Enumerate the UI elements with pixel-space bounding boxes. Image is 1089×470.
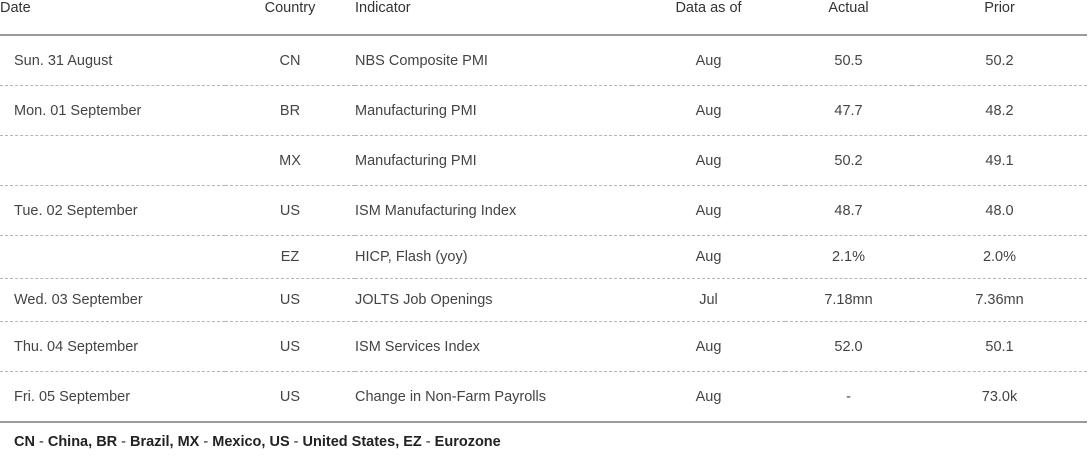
cell-prior: 48.2 — [985, 102, 1014, 119]
cell-data-as-of: Aug — [695, 202, 722, 219]
legend-code: EZ — [403, 434, 422, 450]
table-row: Tue. 02 September US ISM Manufacturing Ind… — [0, 186, 1087, 236]
cell-actual: 52.0 — [834, 338, 863, 355]
country-legend-footnote: CN - China, BR - Brazil, MX - Mexico, US… — [14, 434, 501, 450]
cell-prior: 7.36mn — [975, 292, 1024, 308]
cell-actual: 48.7 — [834, 202, 863, 219]
cell-country: MX — [279, 152, 301, 169]
cell-data-as-of: Aug — [695, 388, 722, 405]
cell-country: US — [279, 202, 301, 219]
header-date: Date — [0, 0, 31, 16]
header-country: Country — [264, 0, 316, 16]
cell-data-as-of: Aug — [695, 152, 722, 169]
cell-date — [0, 236, 225, 279]
cell-date: Mon. 01 September — [14, 102, 142, 119]
legend-name: Eurozone — [434, 434, 501, 450]
economic-calendar-table: Date Country Indicator Data as of Actual… — [0, 0, 1087, 422]
cell-prior: 73.0k — [981, 388, 1018, 405]
cell-country: US — [279, 388, 301, 405]
table-row: Sun. 31 August CN NBS Composite PMI Aug 50.5… — [0, 35, 1087, 86]
legend-name: United States — [302, 434, 396, 450]
cell-data-as-of: Aug — [695, 52, 722, 69]
cell-data-as-of: Aug — [695, 338, 722, 355]
cell-indicator: ISM Manufacturing Index — [355, 202, 517, 219]
legend-name: Mexico — [212, 434, 262, 450]
cell-actual: 50.5 — [834, 52, 863, 69]
header-actual: Actual — [828, 0, 869, 16]
cell-prior: 49.1 — [985, 152, 1014, 169]
cell-indicator: Manufacturing PMI — [355, 152, 477, 169]
header-indicator: Indicator — [355, 0, 411, 16]
cell-data-as-of: Jul — [699, 292, 718, 308]
cell-country: EZ — [280, 249, 300, 265]
legend-name: China — [47, 434, 89, 450]
legend-name: Brazil — [130, 434, 170, 450]
cell-date: Wed. 03 September — [14, 292, 143, 308]
cell-country: US — [279, 292, 301, 308]
cell-country: CN — [279, 52, 301, 69]
cell-country: BR — [279, 102, 301, 119]
cell-data-as-of: Aug — [695, 249, 722, 265]
cell-actual: 7.18mn — [824, 292, 873, 308]
cell-indicator: NBS Composite PMI — [355, 52, 488, 69]
table-row: Thu. 04 September US ISM Services Index Aug… — [0, 322, 1087, 372]
cell-date — [0, 136, 225, 186]
cell-date: Tue. 02 September — [14, 202, 138, 219]
cell-actual: 47.7 — [834, 102, 863, 119]
table-row: Wed. 03 September US JOLTS Job Openings Jul… — [0, 279, 1087, 322]
cell-indicator: JOLTS Job Openings — [355, 292, 493, 308]
cell-date: Fri. 05 September — [14, 388, 131, 405]
cell-actual: - — [846, 388, 851, 405]
cell-prior: 50.1 — [985, 338, 1014, 355]
table-row: EZ HICP, Flash (yoy) Aug 2.1% 2.0% — [0, 236, 1087, 279]
cell-prior: 2.0% — [982, 249, 1017, 265]
cell-indicator: Change in Non-Farm Payrolls — [355, 388, 546, 405]
cell-indicator: ISM Services Index — [355, 338, 480, 355]
table-header-row: Date Country Indicator Data as of Actual… — [0, 0, 1087, 35]
header-data-as-of: Data as of — [675, 0, 742, 16]
legend-code: US — [269, 434, 290, 450]
cell-data-as-of: Aug — [695, 102, 722, 119]
legend-code: CN — [14, 434, 35, 450]
cell-date: Thu. 04 September — [14, 338, 139, 355]
cell-actual: 2.1% — [831, 249, 866, 265]
cell-country: US — [279, 338, 301, 355]
cell-indicator: Manufacturing PMI — [355, 102, 477, 119]
cell-date: Sun. 31 August — [14, 52, 113, 69]
table-row: Mon. 01 September BR Manufacturing PMI Aug 4… — [0, 86, 1087, 136]
legend-code: MX — [177, 434, 200, 450]
table-row: MX Manufacturing PMI Aug 50.2 49.1 — [0, 136, 1087, 186]
header-prior: Prior — [984, 0, 1015, 16]
cell-prior: 48.0 — [985, 202, 1014, 219]
table-row: Fri. 05 September US Change in Non-Farm Pa… — [0, 372, 1087, 422]
cell-actual: 50.2 — [834, 152, 863, 169]
cell-indicator: HICP, Flash (yoy) — [355, 249, 468, 265]
legend-code: BR — [96, 434, 118, 450]
cell-prior: 50.2 — [985, 52, 1014, 69]
